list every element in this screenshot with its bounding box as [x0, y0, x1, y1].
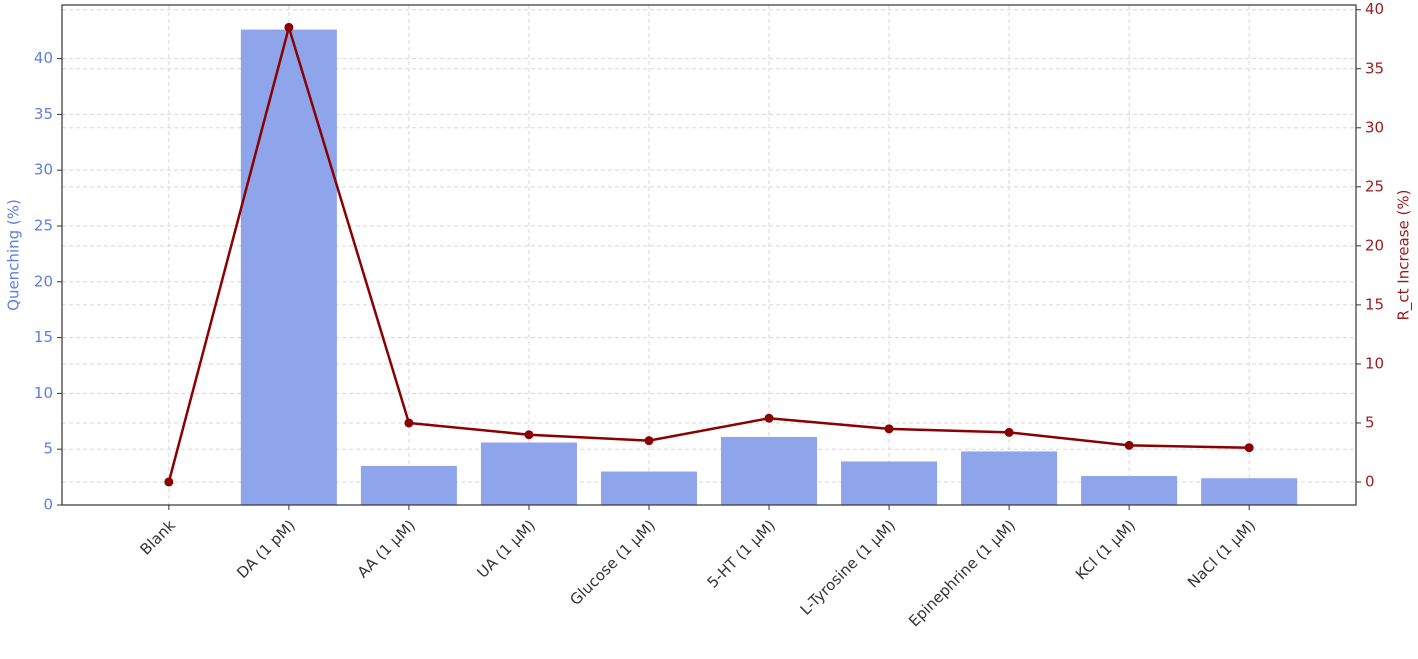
x-tick-label: NaCl (1 µM)	[1184, 516, 1259, 591]
bar	[961, 451, 1058, 505]
y-tick-label: 35	[34, 105, 53, 123]
x-tick-label: KCl (1 µM)	[1072, 516, 1139, 583]
x-tick-label: 5-HT (1 µM)	[704, 516, 779, 591]
bar	[841, 461, 938, 505]
y2-tick-label: 35	[1365, 59, 1384, 77]
y-tick-label: 0	[43, 496, 53, 514]
y2-tick-label: 15	[1365, 295, 1384, 313]
x-tick-label: Epinephrine (1 µM)	[905, 516, 1019, 630]
y-tick-label: 40	[34, 49, 53, 67]
bar	[480, 442, 577, 505]
y-tick-label: 30	[34, 161, 53, 179]
y2-tick-label: 5	[1365, 413, 1375, 431]
y2-tick-label: 40	[1365, 0, 1384, 18]
x-tick-label: L-Tyrosine (1 µM)	[797, 516, 899, 618]
y2-tick-label: 0	[1365, 472, 1375, 490]
y2-tick-label: 10	[1365, 354, 1384, 372]
x-tick-label: AA (1 µM)	[354, 516, 419, 581]
line-point	[284, 22, 294, 32]
y-tick-label: 10	[34, 384, 53, 402]
y-tick-label: 20	[34, 272, 53, 290]
bar	[1201, 478, 1298, 505]
x-tick-label: Glucose (1 µM)	[566, 516, 659, 609]
y2-axis-label: R_ct Increase (%)	[1395, 189, 1414, 320]
x-tick-label: UA (1 µM)	[474, 516, 539, 581]
line-point	[524, 430, 534, 440]
x-tick-label: Blank	[137, 516, 180, 559]
bar	[600, 471, 697, 505]
line-point	[884, 424, 894, 434]
line-point	[404, 418, 414, 428]
y-tick-label: 15	[34, 328, 53, 346]
line-point	[644, 436, 654, 446]
y-tick-label: 5	[43, 440, 53, 458]
y-axis-label: Quenching (%)	[5, 199, 23, 311]
line-point	[1004, 427, 1014, 437]
bar	[240, 29, 337, 506]
bar	[1081, 475, 1178, 505]
bar	[360, 465, 457, 505]
plot-frame	[61, 4, 1357, 506]
y2-tick-label: 25	[1365, 177, 1384, 195]
line-point	[764, 413, 774, 423]
line-point	[164, 477, 174, 487]
line	[167, 22, 1250, 483]
y2-tick-label: 30	[1365, 118, 1384, 136]
line-point	[1244, 443, 1254, 453]
y-tick-label: 25	[34, 216, 53, 234]
grid	[62, 5, 1356, 506]
line-point	[1124, 440, 1134, 450]
x-tick-label: DA (1 pM)	[233, 516, 299, 582]
bar	[721, 436, 818, 505]
y2-tick-label: 20	[1365, 236, 1384, 254]
